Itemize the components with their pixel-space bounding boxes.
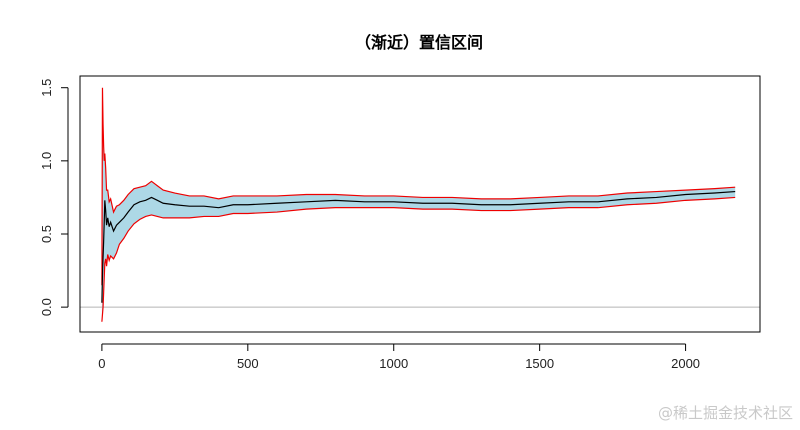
x-axis: 0 500 1000 1500 2000	[98, 343, 700, 371]
lower-bound-line	[101, 196, 736, 322]
y-tick-label: 0.0	[39, 298, 54, 316]
confidence-band	[101, 87, 736, 322]
y-axis: 0.0 0.5 1.0 1.5	[39, 79, 69, 316]
y-tick-label: 0.5	[39, 225, 54, 243]
x-tick-label: 500	[237, 356, 259, 371]
x-tick-label: 0	[98, 356, 105, 371]
watermark: @稀土掘金技术社区	[658, 404, 793, 422]
chart-title: （渐近）置信区间	[355, 33, 483, 52]
plot-area	[80, 87, 760, 322]
y-tick-label: 1.5	[39, 79, 54, 97]
upper-bound-line	[101, 87, 736, 286]
y-tick-label: 1.0	[39, 152, 54, 170]
estimate-line	[101, 190, 736, 303]
plot-frame	[79, 75, 761, 333]
x-tick-label: 1500	[525, 356, 554, 371]
x-tick-label: 1000	[379, 356, 408, 371]
x-tick-label: 2000	[671, 356, 700, 371]
